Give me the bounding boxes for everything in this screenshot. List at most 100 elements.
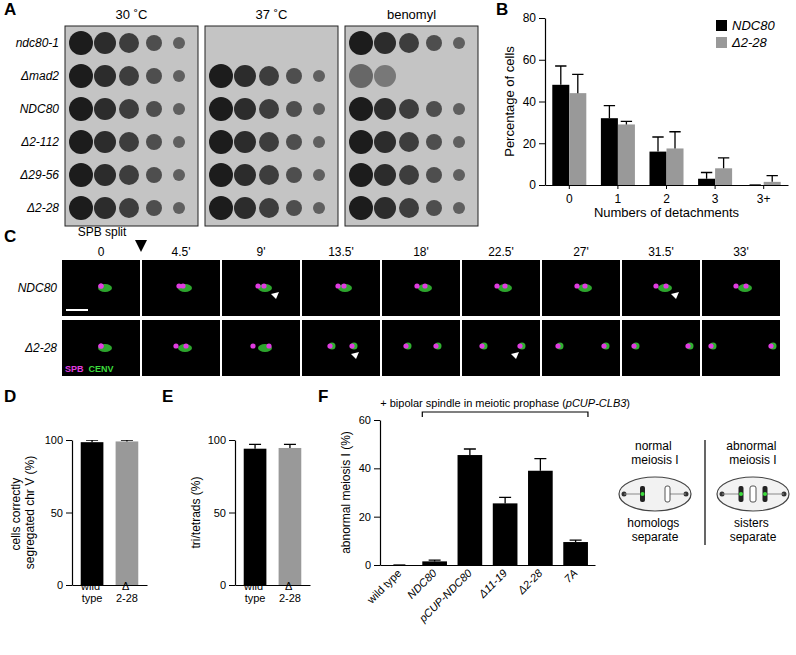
colony-spot xyxy=(146,134,162,150)
cell xyxy=(619,477,691,511)
error-bar xyxy=(284,444,296,448)
cen-signal xyxy=(498,284,512,292)
micrograph xyxy=(702,320,780,376)
tick-mark xyxy=(374,420,380,421)
tick-mark xyxy=(374,468,380,469)
bar xyxy=(698,179,715,185)
tick-label: wild type xyxy=(243,580,266,604)
colony-spot xyxy=(453,103,465,115)
panel-label: C xyxy=(4,227,16,246)
tick-mark xyxy=(666,185,667,189)
micrograph xyxy=(542,320,620,376)
y-tick: 0 xyxy=(57,579,72,591)
colony-spot xyxy=(69,196,93,220)
condition-label: benomyl xyxy=(387,7,436,22)
meiosis-schematic: normal meiosis Ihomologs separateabnorma… xyxy=(619,439,789,545)
x-tick: wild type xyxy=(80,580,103,604)
spb-signal xyxy=(414,283,419,288)
colony-spot xyxy=(259,165,279,185)
colony-spot xyxy=(209,196,233,220)
colony-spot xyxy=(119,132,139,152)
x-tick: Δ 2-28 xyxy=(279,580,301,604)
text-line: tri/tetrads (%) xyxy=(189,476,203,548)
tick-label: 2 xyxy=(663,192,670,206)
tick-mark xyxy=(229,440,235,441)
tick-label: 3 xyxy=(712,192,719,206)
colony-spot xyxy=(146,101,162,117)
chromatid xyxy=(739,486,744,502)
x-axis: 01233+ xyxy=(546,185,789,206)
micrograph xyxy=(622,320,700,376)
tick-label: Δ11-19 xyxy=(475,567,509,601)
y-tick: 100 xyxy=(208,434,235,446)
spb-signal xyxy=(494,283,499,288)
micrograph xyxy=(382,260,460,316)
axis-line xyxy=(381,565,596,566)
tick-label: 20 xyxy=(523,137,537,151)
x-tick: wild type xyxy=(243,580,266,604)
spb-signal xyxy=(349,343,354,348)
y-axis: 050100 xyxy=(208,434,236,591)
spb-signal xyxy=(708,343,713,348)
colony-spot xyxy=(234,197,256,219)
legend: NDC80 Δ2-28 xyxy=(716,18,775,50)
channel-label: CENV xyxy=(89,364,114,374)
colony-spot xyxy=(374,32,396,54)
colony-spot xyxy=(69,163,93,187)
colony-spot xyxy=(209,64,233,88)
text-line: separate xyxy=(632,530,679,544)
error-bar xyxy=(121,440,133,441)
cen-signal xyxy=(738,284,752,292)
time-lapse: SPB split04.5'9'13.5'18'22.5'27'31.5'33'… xyxy=(18,225,780,376)
y-tick: 50 xyxy=(214,507,235,519)
bar xyxy=(528,471,553,565)
tick-label: Δ2-28 xyxy=(514,566,545,597)
spb-signal xyxy=(266,343,271,348)
y-tick: 60 xyxy=(523,53,545,67)
legend-label: Δ2-28 xyxy=(731,35,768,50)
error-bar xyxy=(621,121,632,124)
strain-label: NDC80 xyxy=(20,102,60,116)
error-bar xyxy=(669,132,680,149)
colony-spot xyxy=(173,169,185,181)
tick-mark xyxy=(617,185,618,189)
panel-label: A xyxy=(4,0,16,19)
colony-spot xyxy=(94,197,116,219)
tick-label: Δ 2-28 xyxy=(279,580,301,604)
error-bar xyxy=(499,497,511,503)
colony-spot xyxy=(259,99,279,119)
colony-spot xyxy=(374,65,396,87)
spb-signal xyxy=(768,343,773,348)
spb-signal xyxy=(403,343,408,348)
y-tick: 40 xyxy=(523,95,545,109)
colony-spot xyxy=(173,37,185,49)
arrowhead xyxy=(271,292,279,299)
y-axis: 020406080 xyxy=(523,11,546,192)
error-bar xyxy=(555,66,566,85)
colony-spot xyxy=(426,35,442,51)
y-tick: 20 xyxy=(523,137,545,151)
text-line: Δ xyxy=(122,580,132,592)
schematic-caption: sisters separate xyxy=(730,516,777,544)
annotation-bracket xyxy=(422,412,588,417)
legend-label: NDC80 xyxy=(732,18,775,33)
bar xyxy=(618,124,635,185)
spb-signal xyxy=(502,283,507,288)
bar-chart: 050100wild typeΔ 2-28tri/tetrads (%) xyxy=(189,434,311,604)
text-line: 2-28 xyxy=(116,592,138,604)
bar xyxy=(764,182,781,185)
colony-spot xyxy=(426,167,442,183)
colony-spot xyxy=(119,99,139,119)
tick-mark xyxy=(66,585,72,586)
spb-signal xyxy=(98,283,103,288)
cen-signal xyxy=(578,284,592,292)
bar xyxy=(116,441,139,585)
y-tick: 100 xyxy=(45,434,72,446)
bar-chart: 02040608001233+Percentage of cellsNumber… xyxy=(502,11,789,220)
spb-signal xyxy=(733,283,738,288)
plot-area xyxy=(244,444,302,585)
colony-spot xyxy=(313,70,325,82)
spot-assay: 30 ˚C37 ˚Cbenomylndc80-1Δmad2NDC80Δ2-112… xyxy=(16,7,478,226)
colony-spot xyxy=(119,33,139,53)
spb-signal xyxy=(601,343,606,348)
